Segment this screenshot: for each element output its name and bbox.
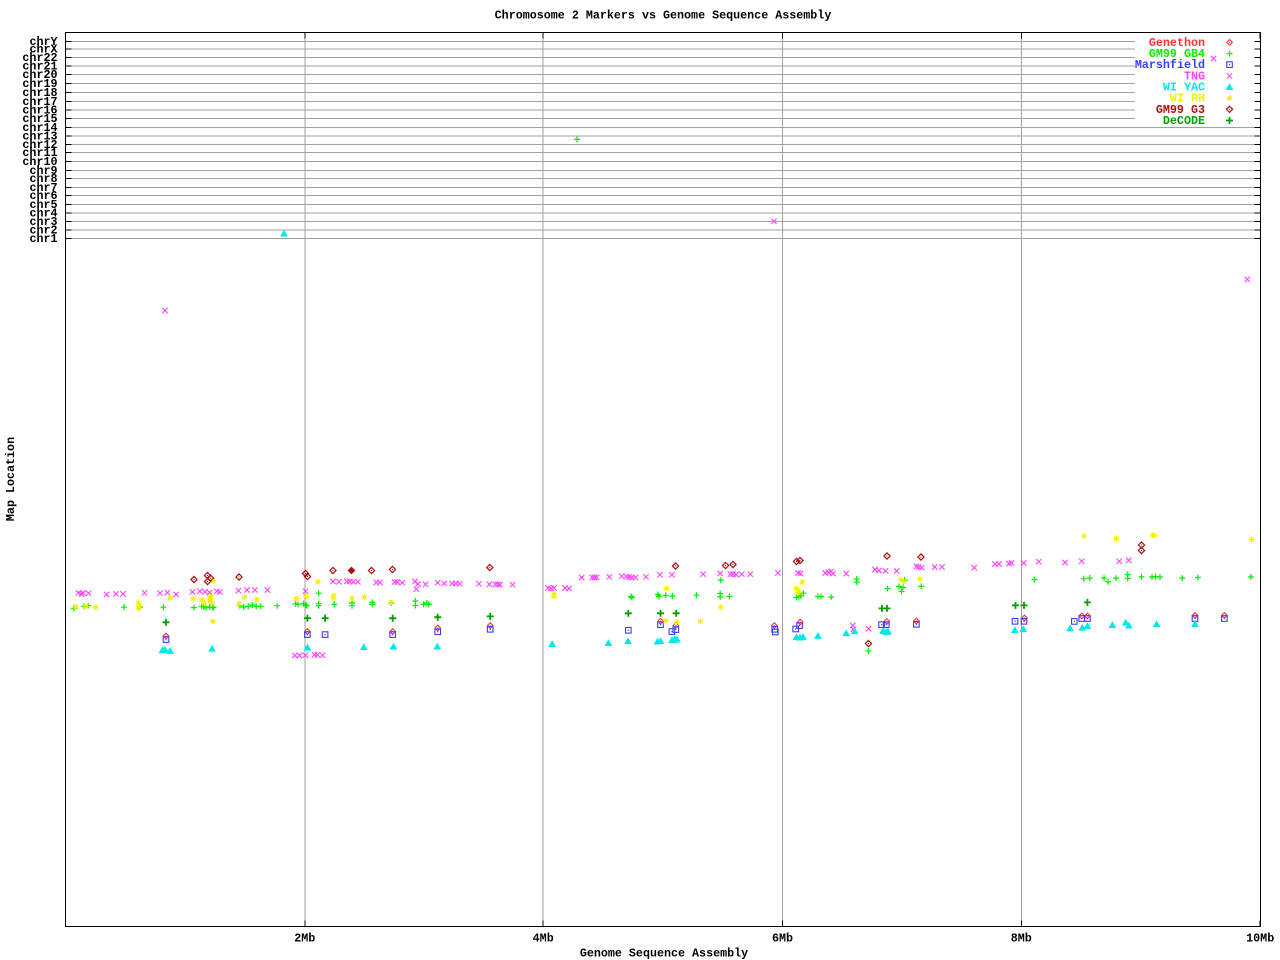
svg-text:chr21: chr21 <box>22 60 57 74</box>
svg-text:chr18: chr18 <box>22 86 57 100</box>
svg-text:chr16: chr16 <box>22 104 57 118</box>
svg-text:chr7: chr7 <box>29 181 57 195</box>
svg-text:chr15: chr15 <box>22 112 57 126</box>
svg-text:2Mb: 2Mb <box>294 932 315 946</box>
svg-text:GM99 G3: GM99 G3 <box>1156 103 1205 117</box>
svg-text:WI YAC: WI YAC <box>1163 81 1205 95</box>
svg-text:chr8: chr8 <box>29 172 57 186</box>
svg-text:TNG: TNG <box>1184 69 1205 83</box>
svg-text:chr20: chr20 <box>22 68 57 82</box>
svg-text:10Mb: 10Mb <box>1246 932 1274 946</box>
svg-text:8Mb: 8Mb <box>1011 932 1032 946</box>
svg-text:Map Location: Map Location <box>4 437 18 521</box>
svg-text:chr22: chr22 <box>22 51 57 65</box>
svg-text:Marshfield: Marshfield <box>1135 58 1205 72</box>
svg-text:DeCODE: DeCODE <box>1163 114 1205 128</box>
svg-text:chr6: chr6 <box>29 189 57 203</box>
svg-text:chr14: chr14 <box>22 121 57 135</box>
svg-text:Genethon: Genethon <box>1149 36 1205 50</box>
svg-text:6Mb: 6Mb <box>772 932 793 946</box>
svg-text:chr13: chr13 <box>22 130 57 144</box>
svg-text:Genome Sequence Assembly: Genome Sequence Assembly <box>580 947 748 960</box>
svg-text:chrY: chrY <box>29 35 57 49</box>
svg-text:GM99 GB4: GM99 GB4 <box>1149 47 1205 61</box>
svg-text:chr4: chr4 <box>29 207 57 221</box>
svg-text:chr5: chr5 <box>29 198 57 212</box>
svg-text:chr9: chr9 <box>29 164 57 178</box>
svg-text:chr19: chr19 <box>22 77 57 91</box>
svg-text:chr1: chr1 <box>29 232 57 246</box>
svg-text:WI RH: WI RH <box>1170 92 1205 106</box>
svg-text:chr17: chr17 <box>22 95 57 109</box>
svg-text:chr11: chr11 <box>22 146 57 160</box>
svg-text:chr3: chr3 <box>29 215 57 229</box>
svg-text:Chromosome 2 Markers vs Genome: Chromosome 2 Markers vs Genome Sequence … <box>495 9 832 23</box>
svg-text:chrX: chrX <box>29 43 58 57</box>
svg-text:chr12: chr12 <box>22 138 57 152</box>
svg-text:chr2: chr2 <box>29 224 57 238</box>
svg-text:4Mb: 4Mb <box>533 932 554 946</box>
svg-text:chr10: chr10 <box>22 155 57 169</box>
